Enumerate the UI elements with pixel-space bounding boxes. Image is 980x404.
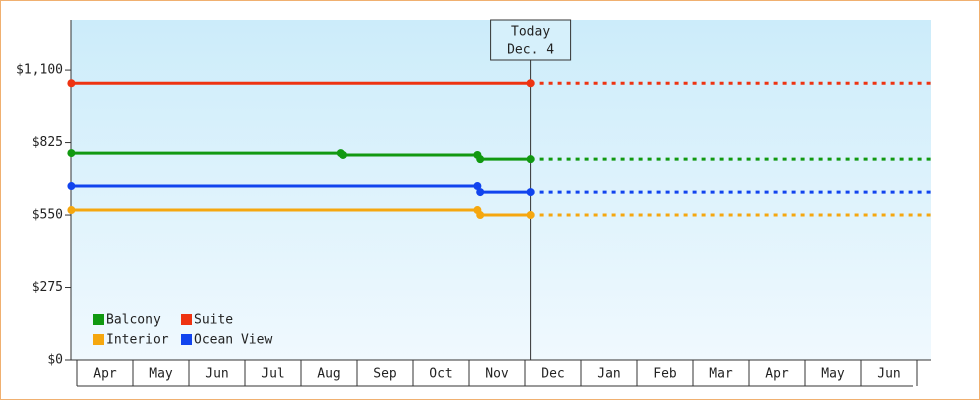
price-point	[67, 206, 76, 215]
x-tick-label: Jun	[205, 367, 228, 382]
x-tick-label: Sep	[373, 367, 397, 382]
x-tick-label: Mar	[709, 367, 733, 382]
price-point	[526, 79, 535, 88]
price-point	[476, 155, 485, 164]
price-point	[476, 211, 485, 220]
today-date: Dec. 4	[507, 43, 554, 58]
legend-label: Balcony	[106, 313, 161, 328]
x-tick-label: Dec	[541, 367, 564, 382]
x-tick-label: Feb	[653, 367, 677, 382]
legend-swatch	[93, 314, 104, 325]
plot-area	[71, 20, 931, 360]
today-box	[490, 19, 572, 61]
today-label: Today	[511, 25, 550, 40]
x-tick-label: Aug	[317, 367, 340, 382]
x-tick-label: May	[821, 367, 845, 382]
y-tick-label: $550	[32, 208, 63, 223]
x-tick-label: May	[149, 367, 173, 382]
x-tick-label: Apr	[93, 367, 117, 382]
price-point	[526, 211, 535, 220]
x-tick-label: Nov	[485, 367, 509, 382]
price-point	[526, 155, 535, 164]
legend-label: Interior	[106, 333, 169, 348]
legend-label: Ocean View	[194, 333, 272, 348]
x-tick-label: Apr	[765, 367, 789, 382]
price-point	[526, 188, 535, 197]
y-tick-label: $825	[32, 135, 63, 150]
x-tick-label: Oct	[429, 367, 452, 382]
price-point	[473, 182, 482, 191]
x-tick-label: Jan	[597, 367, 620, 382]
y-tick-label: $1,100	[16, 63, 63, 78]
legend-swatch	[93, 334, 104, 345]
legend-swatch	[181, 334, 192, 345]
x-tick-label: Jun	[877, 367, 900, 382]
price-point	[67, 79, 76, 88]
price-point	[67, 182, 76, 191]
y-tick-label: $0	[47, 353, 63, 368]
legend-swatch	[181, 314, 192, 325]
price-point	[339, 150, 347, 159]
price-point	[476, 188, 485, 197]
price-point	[67, 149, 76, 158]
y-tick-label: $275	[32, 280, 63, 295]
x-tick-label: Jul	[261, 367, 284, 382]
legend-label: Suite	[194, 313, 233, 328]
price-line	[71, 151, 531, 161]
